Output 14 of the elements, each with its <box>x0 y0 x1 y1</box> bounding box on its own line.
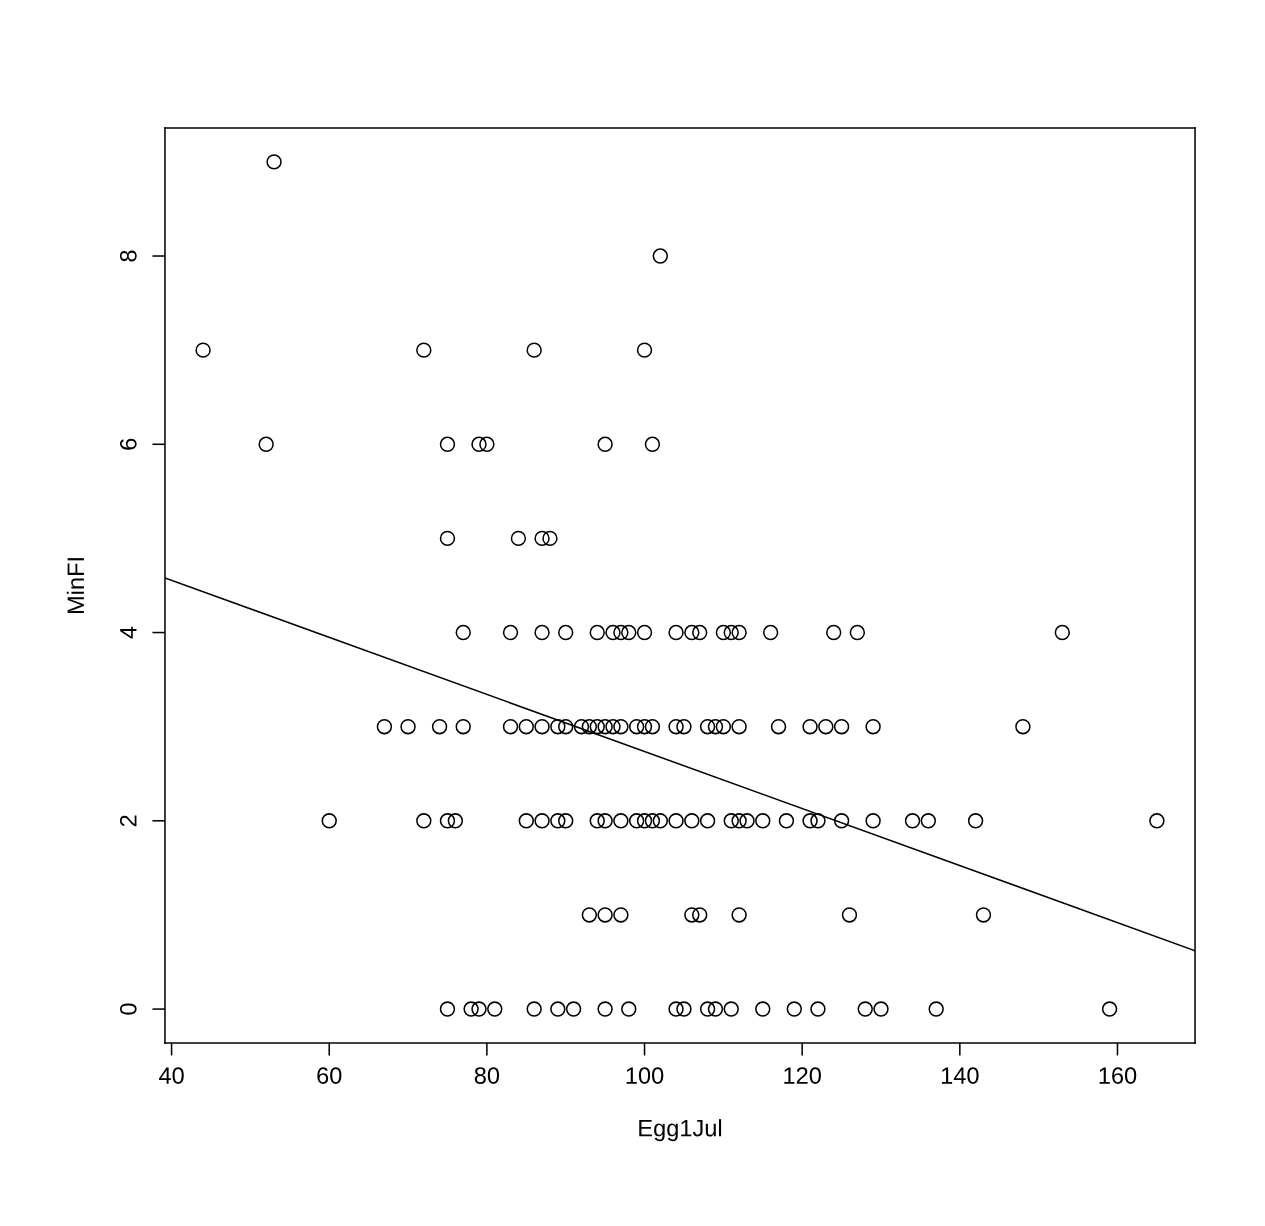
y-tick-label: 0 <box>119 1003 137 1015</box>
x-tick-label: 140 <box>941 1067 979 1084</box>
y-axis-title: MinFI <box>66 558 84 614</box>
y-tick-label: 8 <box>119 250 137 262</box>
x-tick-label: 80 <box>474 1067 500 1084</box>
x-tick-label: 160 <box>1099 1067 1137 1084</box>
y-tick-label: 2 <box>119 815 137 827</box>
x-tick-label: 120 <box>784 1067 821 1084</box>
x-tick-label: 40 <box>158 1067 184 1084</box>
x-axis-title: Egg1Jul <box>639 1119 722 1142</box>
y-tick-label: 4 <box>120 626 137 639</box>
x-tick-label: 60 <box>317 1067 342 1084</box>
y-tick-label: 6 <box>119 438 137 450</box>
x-tick-label: 100 <box>626 1067 664 1084</box>
